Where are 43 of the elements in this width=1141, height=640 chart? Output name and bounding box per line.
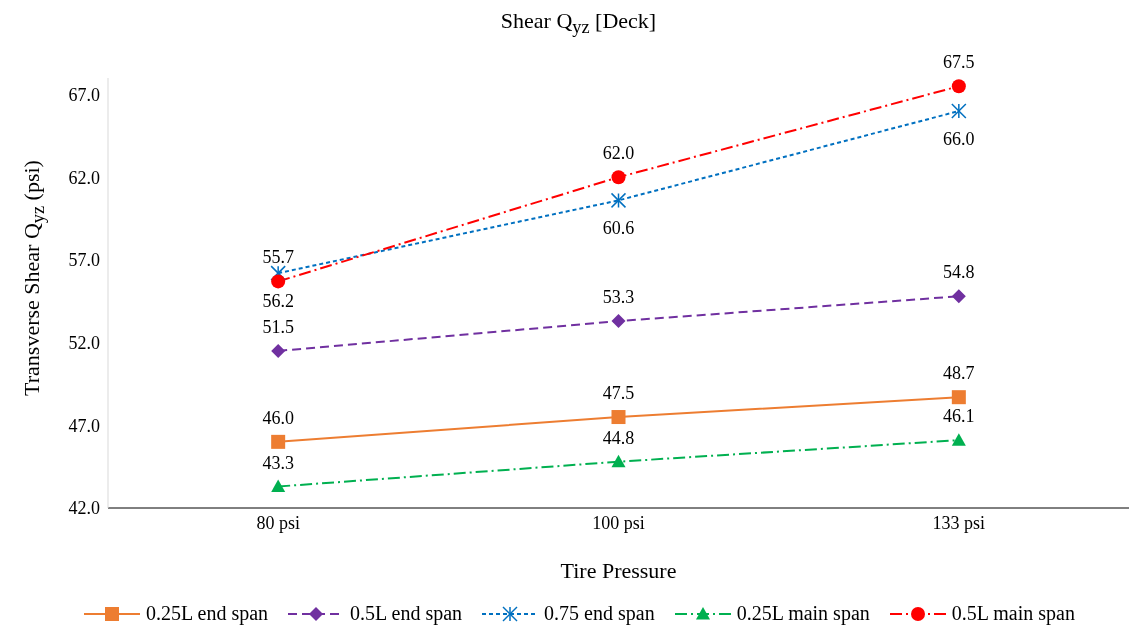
y-tick-label: 52.0 (68, 333, 100, 354)
y-tick-label: 47.0 (68, 415, 100, 436)
point (271, 274, 286, 289)
data-label: 46.0 (262, 407, 294, 428)
point (951, 433, 966, 446)
legend-label: 0.5L end span (350, 602, 463, 625)
data-label: 55.7 (262, 247, 294, 268)
point (611, 410, 626, 425)
data-label: 53.3 (602, 287, 635, 308)
data-label: 51.5 (262, 316, 294, 337)
data-label: 48.7 (943, 363, 975, 384)
data-label: 43.3 (262, 452, 294, 473)
data-label: 44.8 (602, 427, 635, 448)
point (611, 314, 626, 329)
x-tick-label: 80 psi (256, 512, 300, 533)
legend-label: 0.5L main span (951, 602, 1075, 625)
legend-label: 0.75 end span (544, 602, 655, 625)
x-tick-label: 100 psi (592, 512, 645, 533)
data-label: 56.2 (262, 291, 294, 312)
legend-label: 0.25L main span (736, 602, 870, 625)
data-label: 60.6 (602, 218, 635, 239)
y-tick-label: 62.0 (68, 167, 100, 188)
data-label: 62.0 (602, 143, 635, 164)
data-label: 47.5 (602, 383, 635, 404)
point (271, 479, 286, 493)
data-label: 46.1 (943, 406, 975, 427)
point (611, 170, 626, 185)
chart-title: Shear Q$_{yz}$ [Deck] (499, 8, 658, 38)
y-tick-label: 57.0 (68, 250, 100, 271)
y-tick-label: 67.0 (68, 84, 100, 105)
point (611, 454, 626, 468)
data-label: 67.5 (943, 52, 975, 73)
point (271, 434, 286, 449)
point (951, 390, 966, 405)
point (271, 343, 286, 358)
x-axis-title: Tire Pressure (560, 558, 677, 583)
legend-label: 0.25L end span (146, 602, 269, 625)
point (951, 79, 966, 94)
data-label: 54.8 (943, 262, 975, 283)
point (951, 289, 966, 304)
x-tick-label: 133 psi (932, 512, 986, 533)
data-label: 66.0 (943, 129, 975, 150)
y-tick-label: 42.0 (68, 498, 100, 519)
